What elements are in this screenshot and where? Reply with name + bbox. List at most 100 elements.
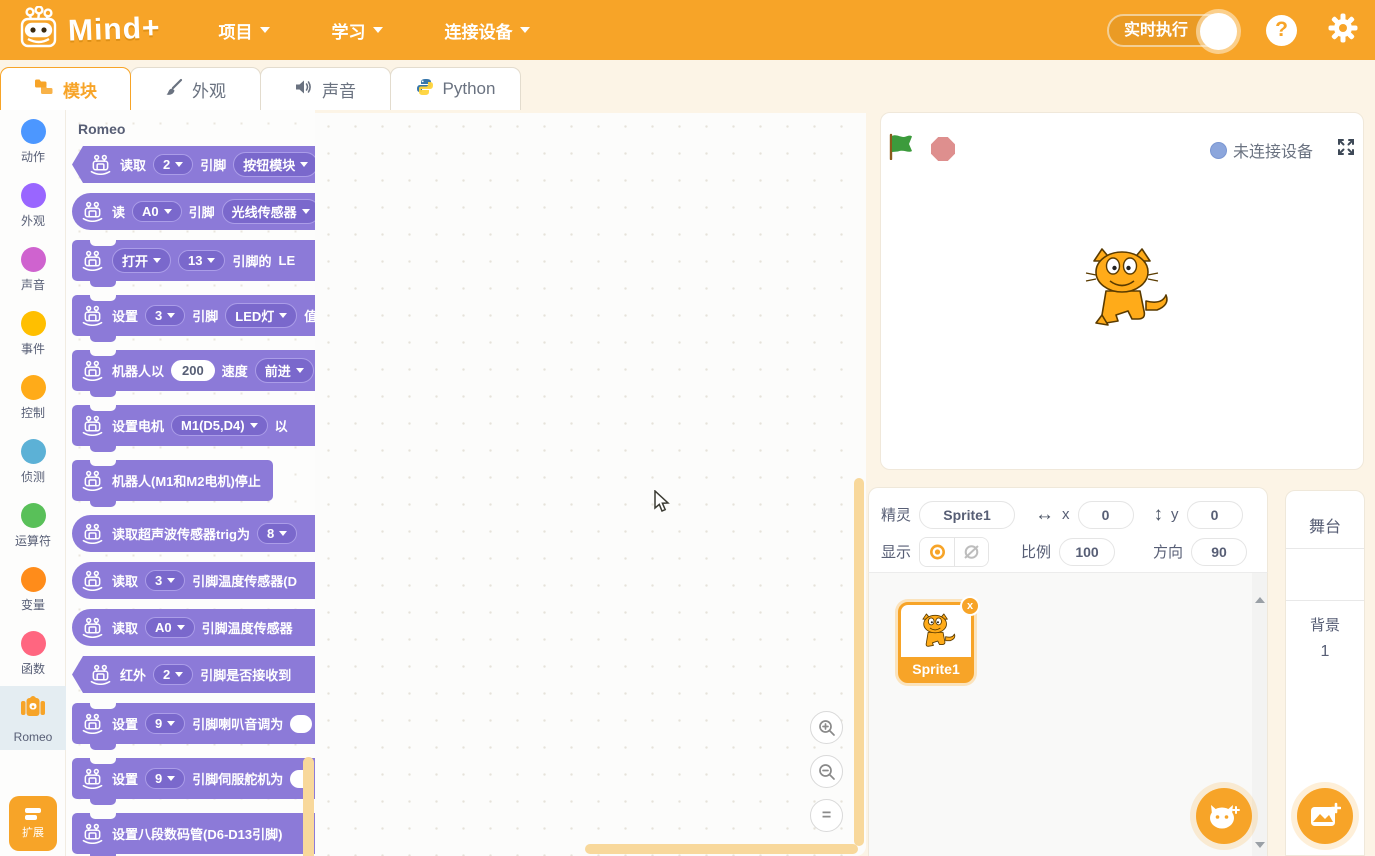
sprite-thumbnail-selected[interactable]: Sprite1 x — [898, 596, 980, 683]
y-label: y — [1171, 506, 1179, 523]
palette-block[interactable]: 设置八段数码管(D6-D13引脚) — [72, 813, 315, 856]
palette-block[interactable]: 设置 9 引脚伺服舵机为 — [72, 758, 315, 805]
main-menus: 项目 学习 连接设备 — [219, 18, 530, 43]
hide-sprite-button[interactable] — [954, 537, 989, 566]
category-label: 运算符 — [14, 534, 51, 548]
sidebar-item-控制[interactable]: 控制 — [0, 366, 66, 430]
category-color-dot — [20, 183, 46, 208]
palette-block[interactable]: 读取 3 引脚温度传感器(D — [72, 562, 315, 599]
palette-block[interactable]: 设置 9 引脚喇叭音调为 — [72, 703, 315, 750]
palette-block[interactable]: 打开 13 引脚的 LE — [72, 240, 315, 287]
category-label: 外观 — [20, 214, 45, 228]
palette-block[interactable]: 机器人(M1和M2电机)停止 — [72, 460, 273, 507]
device-status-label: 未连接设备 — [1232, 144, 1313, 161]
palette-block[interactable]: 读取 A0 引脚温度传感器 — [72, 609, 315, 646]
menu-item-0[interactable]: 项目 — [219, 18, 270, 43]
tab-声音[interactable]: 声音 — [260, 67, 391, 110]
block-dropdown[interactable]: 13 — [178, 250, 226, 271]
tab-模块[interactable]: 模块 — [0, 67, 131, 110]
block-dropdown[interactable]: 9 — [145, 713, 186, 734]
sprite-name-input[interactable]: Sprite1 — [919, 500, 1016, 529]
zoom-reset-icon[interactable]: = — [810, 799, 843, 832]
script-canvas[interactable]: = — [315, 113, 866, 856]
block-number-input[interactable]: 200 — [171, 360, 215, 381]
stage-viewport[interactable] — [880, 112, 1364, 470]
block-dropdown[interactable]: 8 — [256, 523, 298, 544]
romeo-block-icon — [80, 523, 105, 544]
green-flag-icon[interactable] — [888, 133, 914, 165]
block-dropdown[interactable]: 按钮模块 — [233, 152, 315, 177]
palette-block[interactable]: 读取超声波传感器trig为 8 — [72, 515, 315, 552]
block-text: 引脚的 — [232, 254, 272, 269]
sidebar-item-运算符[interactable]: 运算符 — [0, 494, 66, 558]
add-backdrop-button[interactable] — [1297, 788, 1353, 844]
category-label: 变量 — [20, 598, 45, 612]
block-dropdown[interactable]: 3 — [145, 570, 186, 591]
tab-Python[interactable]: Python — [390, 67, 521, 110]
tab-label: Python — [442, 79, 496, 98]
block-text: 设置电机 — [112, 419, 165, 434]
category-sidebar: 动作外观声音 事件 控制 侦测运算符变量函数 Romeo 扩展 — [0, 110, 66, 856]
fullscreen-icon[interactable] — [1331, 132, 1361, 162]
palette-scrollbar[interactable] — [303, 757, 314, 856]
stage-thumbnail-area[interactable] — [1286, 549, 1364, 600]
toggle-knob-icon[interactable] — [1200, 12, 1237, 50]
block-text: 引脚 — [200, 158, 227, 173]
sidebar-item-事件[interactable]: 事件 — [0, 302, 66, 366]
scroll-down-icon[interactable] — [1255, 842, 1265, 848]
block-number-input[interactable] — [290, 714, 313, 733]
sidebar-item-侦测[interactable]: 侦测 — [0, 430, 66, 494]
block-dropdown[interactable]: LED灯 — [225, 303, 298, 328]
block-dropdown[interactable]: 2 — [153, 664, 193, 685]
menu-item-2[interactable]: 连接设备 — [445, 18, 530, 43]
delete-sprite-icon[interactable]: x — [960, 596, 980, 616]
palette-block[interactable]: 读取 2 引脚 按钮模块 — [72, 146, 315, 183]
sidebar-item-变量[interactable]: 变量 — [0, 558, 66, 622]
zoom-in-icon[interactable] — [810, 711, 843, 744]
gear-icon[interactable] — [1327, 12, 1359, 49]
block-dropdown[interactable]: 9 — [145, 768, 186, 789]
palette-block[interactable]: 红外 2 引脚是否接收到 — [72, 656, 315, 693]
category-label: 动作 — [20, 150, 45, 164]
help-icon[interactable]: ? — [1266, 14, 1297, 46]
block-dropdown[interactable]: 3 — [145, 305, 186, 326]
sidebar-item-Romeo[interactable]: Romeo — [0, 686, 66, 750]
romeo-block-icon — [80, 823, 105, 844]
palette-block[interactable]: 机器人以 200 速度 前进 — [72, 350, 315, 397]
add-extension-button[interactable]: 扩展 — [9, 796, 57, 851]
block-dropdown[interactable]: 打开 — [112, 248, 172, 273]
sprite-x-input[interactable]: 0 — [1077, 500, 1134, 529]
device-status[interactable]: 未连接设备 — [1209, 138, 1313, 162]
run-mode-toggle[interactable]: 实时执行 — [1106, 12, 1237, 50]
block-dropdown[interactable]: 前进 — [254, 358, 314, 383]
tab-外观[interactable]: 外观 — [130, 67, 261, 110]
sidebar-item-外观[interactable]: 外观 — [0, 174, 66, 238]
sidebar-item-声音[interactable]: 声音 — [0, 238, 66, 302]
stage-sprite-cat[interactable] — [1076, 245, 1172, 336]
menu-item-1[interactable]: 学习 — [332, 18, 383, 43]
block-dropdown[interactable]: A0 — [145, 617, 195, 638]
block-dropdown[interactable]: A0 — [132, 201, 182, 222]
show-sprite-button[interactable] — [920, 537, 955, 566]
block-dropdown[interactable]: 2 — [153, 154, 193, 175]
stop-icon[interactable] — [931, 137, 955, 161]
canvas-vertical-scrollbar[interactable] — [854, 478, 864, 846]
palette-block[interactable]: 设置电机 M1(D5,D4) 以 — [72, 405, 315, 452]
sprite-scale-input[interactable]: 100 — [1059, 537, 1116, 566]
block-palette: Romeo 读取 2 引脚 按钮模块读 A0 引脚 光线传感器 打开 13 引脚的 LE 设置 3 引脚 L… — [66, 110, 315, 856]
sprite-y-input[interactable]: 0 — [1186, 500, 1243, 529]
sprite-list-scrollbar[interactable] — [1252, 573, 1267, 856]
palette-block[interactable]: 读 A0 引脚 光线传感器 — [72, 193, 315, 230]
block-dropdown[interactable]: M1(D5,D4) — [171, 415, 268, 436]
canvas-horizontal-scrollbar[interactable] — [585, 844, 858, 854]
brand-logo[interactable]: Mind+ — [16, 4, 161, 55]
sidebar-item-动作[interactable]: 动作 — [0, 110, 66, 174]
sprite-direction-input[interactable]: 90 — [1191, 537, 1248, 566]
add-sprite-button[interactable] — [1196, 788, 1252, 844]
palette-block[interactable]: 设置 3 引脚 LED灯值 — [72, 295, 315, 342]
scroll-up-icon[interactable] — [1255, 597, 1265, 603]
sidebar-item-函数[interactable]: 函数 — [0, 622, 66, 686]
block-text: LE — [278, 253, 296, 268]
block-dropdown[interactable]: 光线传感器 — [221, 199, 315, 224]
zoom-out-icon[interactable] — [810, 755, 843, 788]
